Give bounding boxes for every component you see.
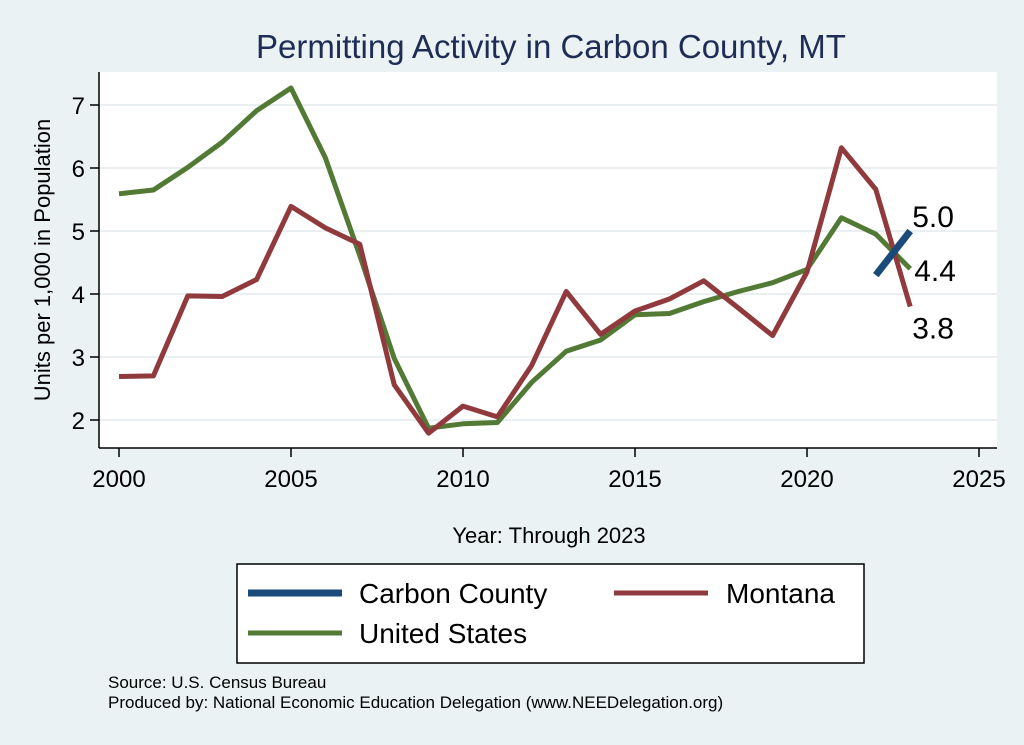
- x-tick-label: 2025: [952, 466, 1005, 493]
- axes: [98, 72, 997, 449]
- end-labels: 5.0 3.8 4.4: [912, 201, 956, 346]
- series-layer: [118, 85, 913, 436]
- y-tick-label: 5: [72, 219, 85, 246]
- x-tick-label: 2015: [608, 466, 661, 493]
- x-axis-title: Year: Through 2023: [452, 523, 645, 548]
- series-line-united-states: [118, 85, 912, 431]
- series-line-montana: [118, 145, 913, 436]
- x-tick-label: 2000: [92, 466, 145, 493]
- x-tick-label: 2020: [780, 466, 833, 493]
- plot-area: [99, 72, 997, 448]
- legend-label-united-states: United States: [359, 618, 527, 649]
- y-tick-label: 4: [72, 282, 85, 309]
- y-tick-label: 7: [72, 93, 85, 120]
- x-tick-label: 2010: [436, 466, 489, 493]
- producer-note: Produced by: National Economic Education…: [108, 693, 723, 712]
- x-tick-label: 2005: [264, 466, 317, 493]
- chart-title: Permitting Activity in Carbon County, MT: [256, 28, 846, 65]
- legend-label-montana: Montana: [726, 578, 835, 609]
- legend: Carbon County Montana United States: [236, 563, 865, 664]
- source-note: Source: U.S. Census Bureau: [108, 673, 326, 692]
- grid-lines: [99, 104, 997, 421]
- end-label-montana: 3.8: [912, 313, 954, 346]
- y-tick-label: 3: [72, 345, 85, 372]
- legend-label-carbon-county: Carbon County: [359, 578, 547, 609]
- legend-box: [236, 563, 865, 664]
- y-tick-label: 2: [72, 408, 85, 435]
- x-ticks: 2000 2005 2010 2015 2020 2025: [92, 448, 1006, 493]
- y-axis-title: Units per 1,000 in Population: [30, 119, 55, 402]
- end-label-carbon-county: 5.0: [912, 201, 954, 234]
- series-line-carbon-county: [873, 228, 913, 278]
- y-ticks: 2 3 4 5 6 7: [72, 93, 99, 435]
- y-tick-label: 6: [72, 156, 85, 183]
- end-label-united-states: 4.4: [914, 255, 956, 288]
